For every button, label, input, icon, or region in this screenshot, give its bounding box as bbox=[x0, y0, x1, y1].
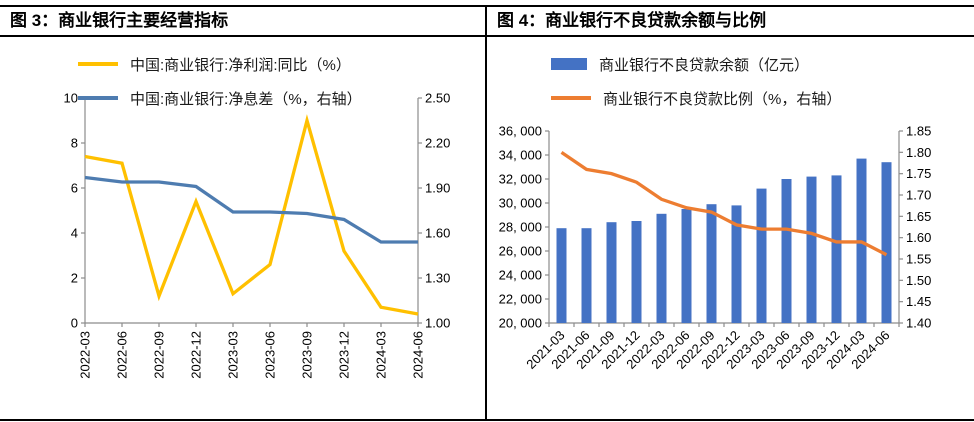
legend-line-swatch-icon bbox=[78, 62, 118, 66]
bar bbox=[881, 162, 892, 323]
y-right-tick-label: 1.80 bbox=[906, 145, 931, 160]
y-right-tick-label: 1.65 bbox=[906, 209, 931, 224]
y-left-tick-label: 6 bbox=[71, 181, 78, 196]
y-left-tick-label: 24, 000 bbox=[499, 268, 542, 283]
bar bbox=[781, 179, 792, 323]
bar bbox=[706, 204, 717, 323]
y-right-tick-label: 1.30 bbox=[425, 271, 450, 286]
y-left-tick-label: 10 bbox=[64, 91, 78, 106]
legend-label: 中国:商业银行:净利润:同比（%） bbox=[130, 56, 351, 74]
y-right-tick-label: 1.90 bbox=[425, 181, 450, 196]
figure-4-chart: 20, 000 22, 000 24, 000 26, 000 28, 000 30, 0… bbox=[499, 124, 932, 372]
y-right-tick-label: 1.40 bbox=[906, 316, 931, 331]
y-left-tick-label: 34, 000 bbox=[499, 148, 542, 163]
y-right-tick-label: 1.45 bbox=[906, 294, 931, 309]
bar bbox=[806, 176, 817, 323]
legend-item: 中国:商业银行:净息差（%，右轴） bbox=[78, 87, 362, 109]
report-figures: 图 3：商业银行主要经营指标 0 2 4 6 8 10 1.00 1.30 1.60 1.90 2.… bbox=[0, 5, 974, 421]
line-series bbox=[84, 175, 418, 244]
y-right-tick-label: 1.60 bbox=[425, 226, 450, 241]
bar bbox=[756, 188, 767, 323]
x-tick-label: 2023-03 bbox=[226, 331, 241, 379]
y-right-tick-label: 1.60 bbox=[906, 230, 931, 245]
x-tick-label: 2023-06 bbox=[263, 331, 278, 379]
legend-item: 商业银行不良贷款余额（亿元） bbox=[551, 53, 841, 75]
bar bbox=[656, 213, 667, 323]
y-right-tick-label: 1.55 bbox=[906, 252, 931, 267]
y-right-tick-label: 2.50 bbox=[425, 91, 450, 106]
y-left-tick-label: 4 bbox=[71, 226, 78, 241]
x-tick-label: 2024-03 bbox=[374, 331, 389, 379]
y-left-tick-label: 0 bbox=[71, 316, 78, 331]
figure-3-panel: 图 3：商业银行主要经营指标 0 2 4 6 8 10 1.00 1.30 1.60 1.90 2.… bbox=[0, 7, 487, 419]
y-right-tick-label: 1.85 bbox=[906, 124, 931, 139]
legend-label: 商业银行不良贷款余额（亿元） bbox=[599, 56, 810, 74]
y-left-tick-label: 32, 000 bbox=[499, 172, 542, 187]
bar bbox=[681, 209, 692, 323]
y-right-tick-label: 1.75 bbox=[906, 166, 931, 181]
x-tick-label: 2024-06 bbox=[411, 331, 426, 379]
figure-4-panel: 图 4：商业银行不良贷款余额与比例 20, 000 22, 000 24, 000 2… bbox=[487, 7, 974, 419]
figure-4-title: 图 4：商业银行不良贷款余额与比例 bbox=[487, 7, 974, 37]
x-tick-label: 2022-09 bbox=[152, 331, 167, 379]
y-right-tick-label: 1.50 bbox=[906, 273, 931, 288]
y-left-tick-label: 26, 000 bbox=[499, 244, 542, 259]
legend-line-swatch-icon bbox=[78, 96, 118, 100]
bar bbox=[606, 222, 617, 323]
x-tick-label: 2023-12 bbox=[337, 331, 352, 379]
y-left-tick-label: 22, 000 bbox=[499, 292, 542, 307]
y-right-tick-label: 1.70 bbox=[906, 188, 931, 203]
y-left-tick-label: 2 bbox=[71, 271, 78, 286]
line-series bbox=[560, 150, 888, 257]
legend-bar-swatch-icon bbox=[551, 58, 587, 70]
y-right-tick-label: 1.00 bbox=[425, 316, 450, 331]
figure-3-body: 0 2 4 6 8 10 1.00 1.30 1.60 1.90 2.20 2.50 2022-03 20… bbox=[0, 37, 485, 419]
bar bbox=[581, 228, 592, 323]
x-tick-label: 2022-03 bbox=[78, 331, 93, 379]
y-left-tick-label: 36, 000 bbox=[499, 124, 542, 139]
figure-4-legend: 商业银行不良贷款余额（亿元） 商业银行不良贷款比例（%，右轴） bbox=[551, 53, 841, 121]
figure-4-body: 20, 000 22, 000 24, 000 26, 000 28, 000 30, 0… bbox=[487, 37, 974, 419]
y-left-tick-label: 20, 000 bbox=[499, 316, 542, 331]
x-tick-label: 2023-09 bbox=[300, 331, 315, 379]
bar bbox=[631, 221, 642, 323]
legend-label: 商业银行不良贷款比例（%，右轴） bbox=[603, 90, 842, 108]
bar bbox=[831, 175, 842, 323]
line-series bbox=[84, 114, 419, 316]
figure-3-title: 图 3：商业银行主要经营指标 bbox=[0, 7, 485, 37]
legend-item: 中国:商业银行:净利润:同比（%） bbox=[78, 53, 362, 75]
bar bbox=[556, 228, 567, 323]
y-left-tick-label: 30, 000 bbox=[499, 196, 542, 211]
y-left-tick-label: 28, 000 bbox=[499, 220, 542, 235]
bar bbox=[731, 205, 742, 323]
y-right-tick-label: 2.20 bbox=[425, 136, 450, 151]
legend-item: 商业银行不良贷款比例（%，右轴） bbox=[551, 87, 841, 109]
figure-3-legend: 中国:商业银行:净利润:同比（%） 中国:商业银行:净息差（%，右轴） bbox=[78, 53, 362, 121]
x-tick-label: 2022-06 bbox=[115, 331, 130, 379]
x-tick-label: 2022-12 bbox=[189, 331, 204, 379]
legend-label: 中国:商业银行:净息差（%，右轴） bbox=[130, 90, 362, 108]
y-left-tick-label: 8 bbox=[71, 136, 78, 151]
legend-line-swatch-icon bbox=[551, 96, 591, 100]
figure-3-chart: 0 2 4 6 8 10 1.00 1.30 1.60 1.90 2.20 2.50 2022-03 20… bbox=[64, 91, 451, 379]
